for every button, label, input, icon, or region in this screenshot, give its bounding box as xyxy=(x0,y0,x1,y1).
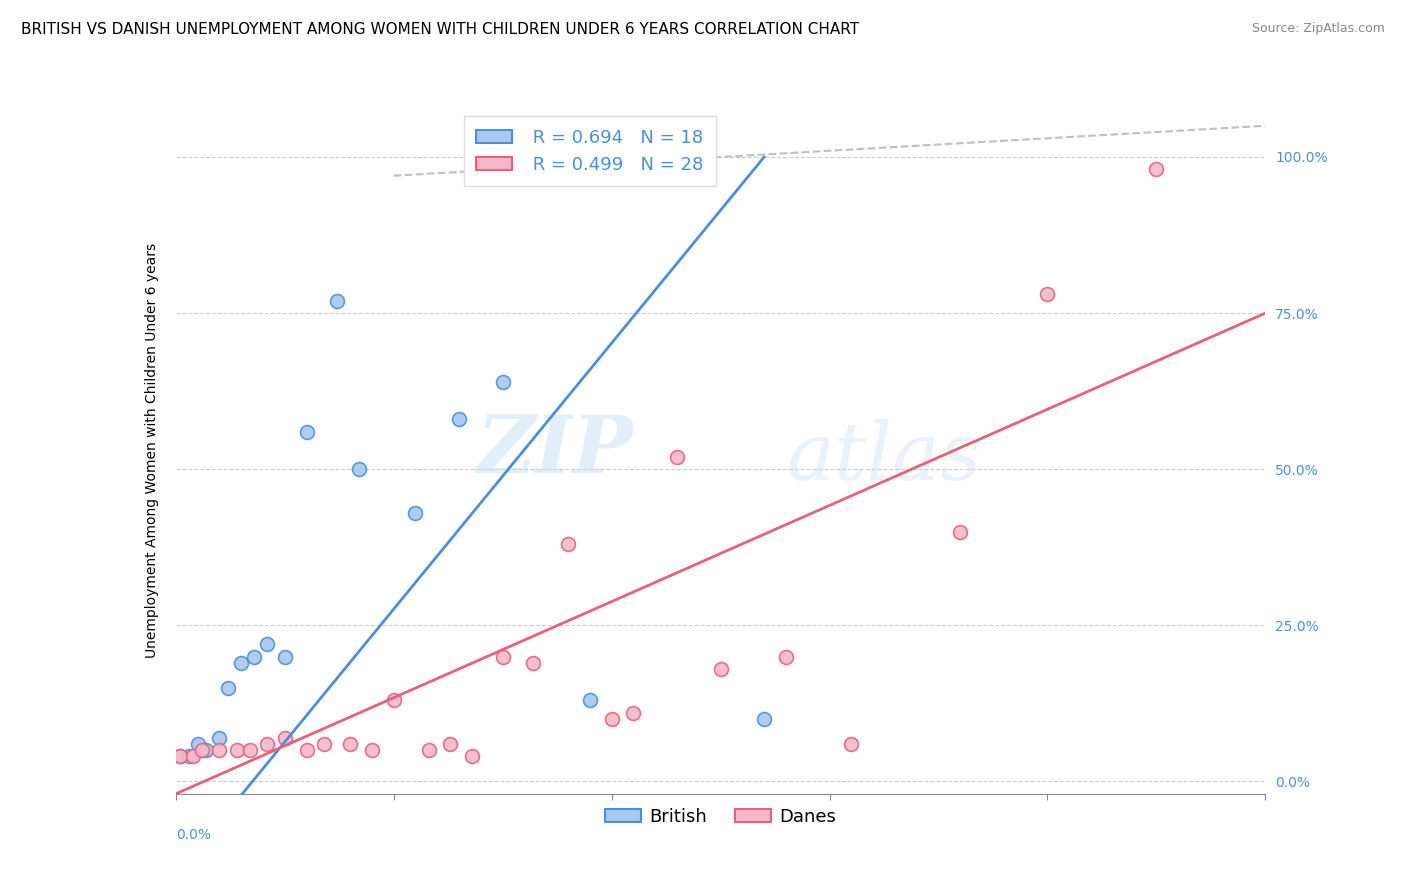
Point xyxy=(447,412,470,426)
Text: ZIP: ZIP xyxy=(477,412,633,489)
Point xyxy=(186,737,209,751)
Text: Source: ZipAtlas.com: Source: ZipAtlas.com xyxy=(1251,22,1385,36)
Point xyxy=(418,743,440,757)
Point xyxy=(439,737,461,751)
Point xyxy=(239,743,262,757)
Text: BRITISH VS DANISH UNEMPLOYMENT AMONG WOMEN WITH CHILDREN UNDER 6 YEARS CORRELATI: BRITISH VS DANISH UNEMPLOYMENT AMONG WOM… xyxy=(21,22,859,37)
Point xyxy=(256,737,278,751)
Point xyxy=(579,693,602,707)
Point xyxy=(666,450,689,464)
Point xyxy=(169,749,191,764)
Point xyxy=(274,731,297,745)
Point xyxy=(405,506,427,520)
Point xyxy=(557,537,579,551)
Point xyxy=(256,637,278,651)
Point xyxy=(208,731,231,745)
Point xyxy=(295,743,318,757)
Point xyxy=(208,743,231,757)
Point xyxy=(312,737,335,751)
Legend: British, Danes: British, Danes xyxy=(598,800,844,833)
Point xyxy=(1144,162,1167,177)
Point xyxy=(225,743,247,757)
Point xyxy=(274,649,297,664)
Point xyxy=(231,656,253,670)
Point xyxy=(949,524,972,539)
Point xyxy=(492,649,515,664)
Point xyxy=(326,293,349,308)
Point xyxy=(382,693,405,707)
Point xyxy=(195,743,218,757)
Point xyxy=(775,649,797,664)
Point xyxy=(710,662,733,676)
Point xyxy=(492,375,515,389)
Point xyxy=(461,749,484,764)
Point xyxy=(177,749,200,764)
Point xyxy=(754,712,776,726)
Point xyxy=(181,749,204,764)
Point xyxy=(217,681,239,695)
Y-axis label: Unemployment Among Women with Children Under 6 years: Unemployment Among Women with Children U… xyxy=(145,243,159,658)
Point xyxy=(841,737,863,751)
Point xyxy=(295,425,318,439)
Point xyxy=(243,649,266,664)
Point xyxy=(339,737,361,751)
Point xyxy=(169,749,191,764)
Point xyxy=(522,656,544,670)
Text: 0.0%: 0.0% xyxy=(176,828,211,842)
Text: atlas: atlas xyxy=(786,418,981,496)
Point xyxy=(621,706,644,720)
Point xyxy=(1036,287,1059,301)
Point xyxy=(360,743,382,757)
Point xyxy=(347,462,370,476)
Point xyxy=(191,743,214,757)
Point xyxy=(600,712,623,726)
